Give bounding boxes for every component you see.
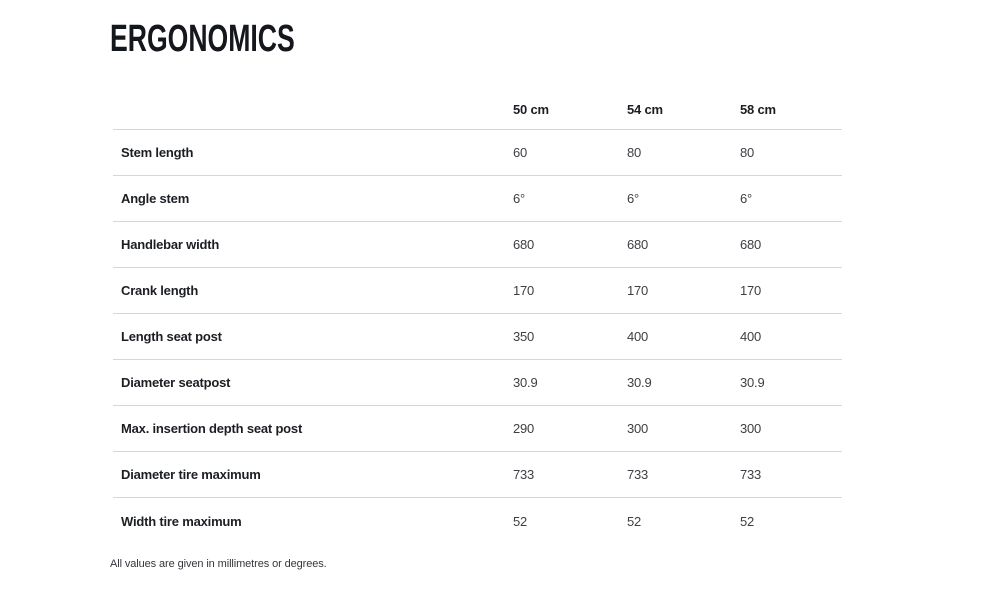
cell-value: 733 [513, 467, 535, 482]
cell-value: 680 [513, 237, 535, 252]
table-row-handlebar-width: Handlebar width 680 680 680 [113, 222, 842, 268]
table-row-diameter-seatpost: Diameter seatpost 30.9 30.9 30.9 [113, 360, 842, 406]
page-title: ERGONOMICS [110, 18, 295, 60]
cell-value: 30.9 [513, 375, 538, 390]
cell-value: 350 [513, 329, 535, 344]
table-row-diameter-tire-maximum: Diameter tire maximum 733 733 733 [113, 452, 842, 498]
cell-value: 300 [740, 421, 762, 436]
row-label: Stem length [121, 145, 194, 160]
row-label: Handlebar width [121, 237, 220, 252]
row-label: Width tire maximum [121, 513, 242, 529]
table-row-stem-length: Stem length 60 80 80 [113, 130, 842, 176]
cell-value: 290 [513, 421, 535, 436]
cell-value: 52 [627, 513, 642, 529]
row-label: Diameter seatpost [121, 375, 231, 390]
cell-value: 680 [740, 237, 762, 252]
cell-value: 300 [627, 421, 649, 436]
cell-value: 60 [513, 145, 528, 160]
row-label: Max. insertion depth seat post [121, 421, 303, 436]
cell-value: 80 [740, 145, 755, 160]
column-header-54cm: 54 cm [627, 102, 663, 117]
row-label: Angle stem [121, 191, 190, 206]
cell-value: 733 [740, 467, 762, 482]
cell-value: 400 [627, 329, 649, 344]
column-header-50cm: 50 cm [513, 102, 549, 117]
table-row-crank-length: Crank length 170 170 170 [113, 268, 842, 314]
row-label: Crank length [121, 283, 199, 298]
cell-value: 30.9 [740, 375, 765, 390]
cell-value: 680 [627, 237, 649, 252]
cell-value: 52 [740, 513, 755, 529]
table-row-max-insertion-depth: Max. insertion depth seat post 290 300 3… [113, 406, 842, 452]
cell-value: 6° [740, 191, 753, 206]
table-row-length-seat-post: Length seat post 350 400 400 [113, 314, 842, 360]
cell-value: 6° [513, 191, 526, 206]
cell-value: 80 [627, 145, 642, 160]
cell-value: 400 [740, 329, 762, 344]
cell-value: 170 [513, 283, 535, 298]
cell-value: 6° [627, 191, 640, 206]
cell-value: 170 [627, 283, 649, 298]
row-label: Length seat post [121, 329, 222, 344]
table-header-row: 50 cm 54 cm 58 cm [113, 85, 842, 130]
table-row-width-tire-maximum: Width tire maximum 52 52 52 [113, 498, 842, 544]
ergonomics-spec-table: 50 cm 54 cm 58 cm Stem length 60 80 80 A… [113, 85, 842, 544]
cell-value: 30.9 [627, 375, 652, 390]
units-footnote: All values are given in millimetres or d… [110, 558, 327, 570]
table-row-angle-stem: Angle stem 6° 6° 6° [113, 176, 842, 222]
row-label: Diameter tire maximum [121, 467, 261, 482]
cell-value: 52 [513, 513, 528, 529]
column-header-58cm: 58 cm [740, 102, 776, 117]
header-spacer [113, 116, 513, 129]
cell-value: 733 [627, 467, 649, 482]
cell-value: 170 [740, 283, 762, 298]
